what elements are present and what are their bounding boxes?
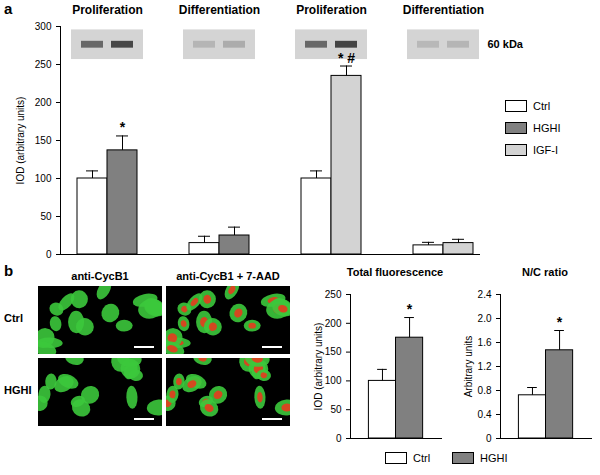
html-text:HGHI: HGHI [533, 122, 561, 134]
svg-text:2.4: 2.4 [478, 289, 492, 300]
html-text:HGHI: HGHI [4, 384, 32, 396]
svg-text:Differentiation: Differentiation [179, 3, 260, 17]
svg-text:*: * [557, 314, 563, 330]
html-text:Ctrl: Ctrl [413, 452, 431, 464]
svg-text:50: 50 [330, 404, 342, 415]
svg-text:Arbitrary units: Arbitrary units [463, 336, 474, 398]
html-text:a: a [4, 0, 13, 17]
svg-text:Proliferation: Proliferation [296, 3, 367, 17]
svg-text:200: 200 [325, 318, 342, 329]
svg-text:1.6: 1.6 [478, 337, 492, 348]
svg-text:250: 250 [325, 289, 342, 300]
svg-text:*: * [407, 301, 413, 317]
svg-text:200: 200 [35, 97, 52, 108]
svg-text:0: 0 [336, 433, 342, 444]
svg-text:IOD (arbitrary units): IOD (arbitrary units) [313, 323, 324, 411]
svg-text:* #: * # [338, 49, 355, 65]
svg-text:Differentiation: Differentiation [403, 3, 484, 17]
html-text:Total fluorescence: Total fluorescence [346, 266, 444, 278]
svg-text:Proliferation: Proliferation [72, 3, 143, 17]
html-text:Ctrl: Ctrl [4, 312, 23, 324]
html-text:N/C ratio: N/C ratio [522, 266, 568, 278]
html-text:IGF-I: IGF-I [533, 144, 559, 156]
svg-text:50: 50 [40, 211, 52, 222]
svg-text:2.0: 2.0 [478, 313, 492, 324]
html-text:anti-CycB1 + 7-AAD: anti-CycB1 + 7-AAD [176, 270, 280, 282]
svg-text:300: 300 [35, 21, 52, 32]
svg-text:0: 0 [486, 433, 492, 444]
svg-text:250: 250 [35, 59, 52, 70]
svg-text:100: 100 [325, 375, 342, 386]
svg-text:100: 100 [35, 173, 52, 184]
svg-text:1.2: 1.2 [478, 361, 492, 372]
html-text:anti-CycB1: anti-CycB1 [71, 270, 129, 282]
svg-text:*: * [120, 119, 126, 135]
svg-text:60 kDa: 60 kDa [488, 38, 524, 50]
svg-text:0.4: 0.4 [478, 409, 492, 420]
html-text:Ctrl: Ctrl [533, 100, 551, 112]
svg-text:0.8: 0.8 [478, 385, 492, 396]
html-text:HGHI: HGHI [480, 452, 508, 464]
svg-text:0: 0 [46, 249, 52, 260]
svg-text:150: 150 [325, 346, 342, 357]
html-text:b: b [4, 262, 14, 279]
svg-text:150: 150 [35, 135, 52, 146]
svg-text:IOD (arbitrary units): IOD (arbitrary units) [15, 97, 26, 185]
